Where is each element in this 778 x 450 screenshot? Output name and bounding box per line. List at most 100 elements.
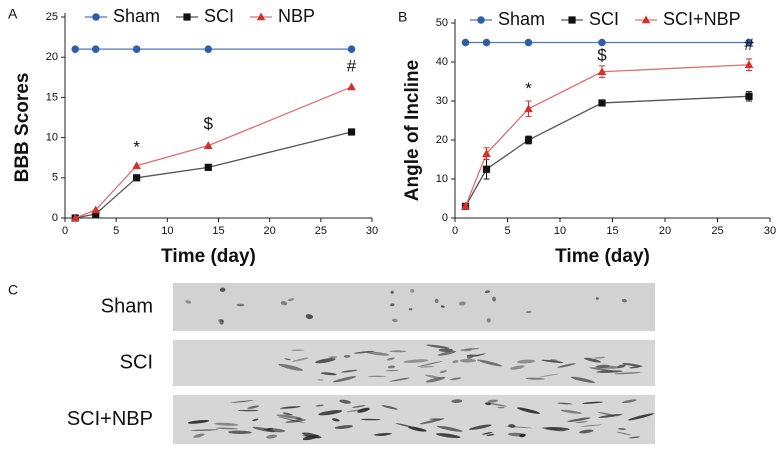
footprint-mark — [287, 298, 295, 302]
footprint-mark — [597, 412, 615, 416]
footprint-mark — [621, 399, 637, 404]
footprint-mark — [366, 351, 390, 356]
footprint-mark — [538, 373, 559, 378]
x-tick-label: 25 — [315, 225, 327, 237]
footprint-mark — [507, 432, 526, 437]
footprint-mark — [377, 434, 388, 436]
footprint-mark — [487, 399, 499, 403]
marker — [597, 67, 607, 76]
footprint-mark — [305, 314, 313, 320]
marker — [347, 82, 356, 91]
marker — [598, 99, 606, 107]
marker — [91, 205, 100, 214]
legend-marker — [477, 16, 485, 24]
x-tick-label: 10 — [554, 225, 566, 237]
footprint-mark — [395, 423, 413, 428]
footprint-mark — [328, 356, 338, 359]
footprint-mark — [291, 349, 305, 351]
footprint-mark — [332, 376, 357, 383]
y-tick-label: 30 — [436, 95, 448, 107]
x-tick-label: 0 — [62, 225, 68, 237]
footprint-mark — [452, 360, 459, 364]
x-axis-title: Time (day) — [555, 246, 650, 267]
footprint-mark — [357, 407, 370, 413]
footprint-image — [173, 283, 655, 331]
marker — [524, 136, 533, 144]
series-line — [464, 95, 750, 207]
y-tick-label: 0 — [52, 212, 58, 224]
footprint-mark — [525, 377, 545, 380]
footprint-mark — [434, 298, 439, 304]
footprint-mark — [510, 365, 525, 370]
footprint-mark — [390, 290, 394, 294]
y-tick-label: 10 — [436, 173, 448, 185]
footprint-mark — [628, 413, 655, 421]
footprint-mark — [460, 348, 472, 352]
marker — [524, 104, 533, 113]
footprint-mark — [284, 358, 291, 361]
footprint-mark — [389, 377, 410, 382]
footprint-mark — [459, 358, 477, 363]
marker — [347, 45, 356, 53]
y-tick-label: 10 — [46, 132, 58, 144]
annotation: * — [133, 138, 140, 157]
footprint-mark — [575, 421, 588, 424]
footprint-mark — [360, 418, 381, 421]
legend-marker — [183, 13, 191, 21]
footprint-mark — [596, 370, 623, 373]
footprint-mark — [439, 370, 447, 374]
footprint-mark — [596, 365, 621, 369]
series-line — [74, 86, 352, 219]
x-tick-label: 15 — [606, 225, 618, 237]
footprint-mark — [579, 429, 594, 434]
marker — [524, 38, 533, 47]
marker — [745, 38, 753, 47]
footprint-mark — [230, 400, 254, 403]
footprint-mark — [341, 369, 358, 373]
footprint-mark — [622, 363, 643, 367]
footprint-mark — [567, 417, 591, 422]
footprint-mark — [214, 422, 239, 426]
footprint-mark — [437, 350, 457, 356]
footprint-mark — [416, 360, 444, 367]
footprint-mark — [228, 430, 252, 434]
footprint-mark — [353, 350, 375, 354]
footprint-mark — [617, 364, 626, 369]
y-tick-label: 5 — [52, 172, 58, 184]
footprint-mark — [386, 357, 395, 361]
marker — [204, 45, 213, 53]
footprint-mark — [252, 418, 259, 422]
footprint-mark — [332, 418, 340, 422]
footprint-mark — [525, 310, 532, 314]
footprint-mark — [389, 350, 407, 353]
footprint-mark — [391, 318, 398, 323]
footprint-mark — [629, 366, 641, 369]
footprint-mark — [252, 426, 275, 433]
footprint-mark — [190, 429, 219, 431]
marker — [461, 201, 470, 210]
footprint-mark — [343, 354, 351, 358]
marker — [204, 163, 212, 171]
x-tick-label: 30 — [764, 225, 776, 237]
footprint-mark — [486, 318, 491, 323]
x-tick-label: 15 — [212, 225, 224, 237]
footprint-mark — [315, 358, 336, 364]
footprint-mark — [541, 359, 564, 363]
legend-label: Sham — [113, 6, 160, 26]
marker — [461, 38, 470, 47]
marker — [132, 45, 141, 53]
x-tick-label: 20 — [659, 225, 671, 237]
row-label: Sham — [101, 295, 153, 317]
footprint-mark — [458, 301, 466, 306]
footprint-mark — [408, 426, 427, 432]
footprint-mark — [614, 372, 641, 375]
x-tick-label: 5 — [504, 225, 510, 237]
legend-marker — [641, 15, 651, 24]
marker — [482, 38, 491, 47]
footprint-mark — [185, 300, 192, 304]
footprint-mark — [237, 409, 259, 412]
x-tick-label: 20 — [264, 225, 276, 237]
footprint-mark — [508, 424, 516, 428]
footprint-mark — [582, 401, 603, 404]
